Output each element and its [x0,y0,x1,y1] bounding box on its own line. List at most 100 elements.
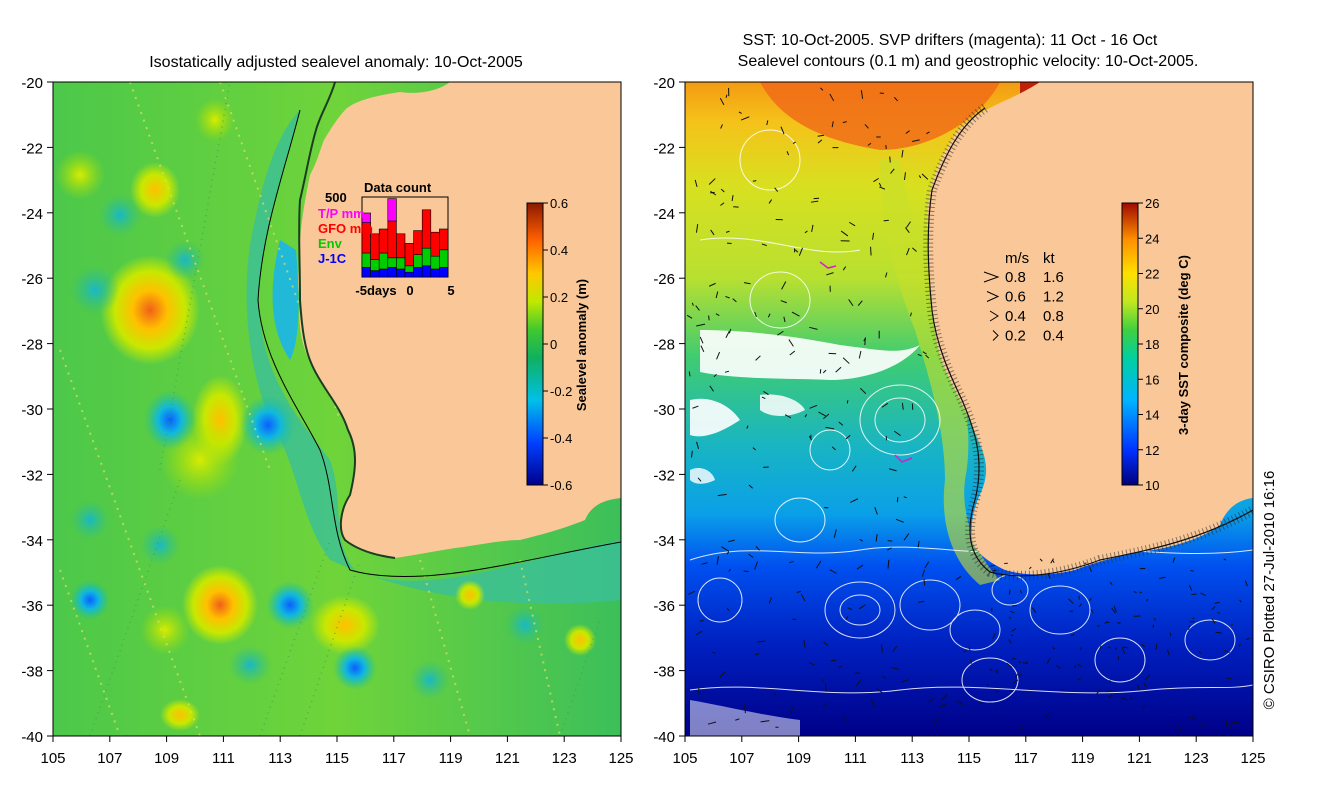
velocity-arrow [1172,557,1176,563]
right-title-line1: SST: 10-Oct-2005. SVP drifters (magenta)… [743,32,1158,49]
velocity-legend-ms: 0.4 [1005,308,1026,325]
velocity-arrow [858,604,866,610]
velocity-arrow [716,351,721,360]
velocity-arrow [1106,620,1110,624]
x-tick-label: 125 [608,750,633,767]
velocity-arrow [933,718,939,725]
x-tick-label: 119 [439,750,463,767]
velocity-arrow [1129,696,1133,700]
velocity-arrow [777,330,784,336]
coastline-right [927,107,1253,577]
velocity-arrow [829,93,835,102]
velocity-arrow [724,370,730,373]
velocity-arrow [708,315,710,321]
velocity-legend-kt: 1.2 [1043,289,1064,306]
y-tick-label: -38 [21,664,43,681]
velocity-arrow [1238,643,1241,647]
velocity-arrow [892,645,898,652]
velocity-arrow [995,708,999,711]
velocity-arrow [761,243,767,247]
velocity-arrow [1144,674,1151,681]
velocity-arrow [719,97,725,106]
velocity-arrow [881,402,889,408]
y-tick-label: -28 [653,337,675,354]
sst-warm-patch [760,82,1000,150]
velocity-arrow [780,126,785,135]
y-tick-label: -26 [653,271,675,288]
velocity-arrow [888,468,897,472]
velocity-arrow [1096,689,1101,695]
velocity-arrow [876,688,883,694]
velocity-arrow [926,131,930,135]
velocity-arrow [912,247,917,252]
velocity-arrow [709,385,714,392]
y-tick-label: -40 [21,729,43,746]
velocity-arrow [752,447,757,451]
velocity-arrow [857,300,863,306]
velocity-arrow [1152,624,1155,628]
velocity-arrow [792,141,796,145]
inset-bar-jc [378,268,389,278]
velocity-arrow [992,633,996,639]
y-tick-label: -36 [21,598,43,615]
velocity-arrow [924,561,930,569]
velocity-arrow [699,619,704,622]
velocity-arrow [831,121,834,128]
velocity-arrow [968,647,971,651]
velocity-arrow [815,560,822,569]
velocity-arrow [864,124,869,129]
inset-bar-tp [361,212,371,223]
velocity-arrow [847,607,853,610]
velocity-arrow [1050,558,1054,564]
velocity-arrow [696,323,706,327]
inset-bar-jc [439,267,449,278]
velocity-arrow [887,559,890,569]
sst-colorbar-label: 3-day SST composite (deg C) [1176,255,1191,435]
right-y-axis: -20 -22 -24 -26 -28 -30 -32 -34 -36 -38 -40 [653,75,685,746]
x-tick-label: 115 [325,750,349,767]
velocity-arrow [809,326,818,330]
velocity-arrow [1009,616,1011,620]
velocity-arrow [1039,558,1043,562]
colorbar-tick-label: -0.4 [550,431,572,446]
velocity-arrow [859,538,863,542]
velocity-arrow [699,336,704,344]
velocity-arrow [1018,661,1022,664]
inset-bar-jc [387,267,397,278]
velocity-arrow [1008,589,1011,595]
velocity-arrow [725,94,728,98]
inset-bar-env [413,254,423,268]
velocity-arrow [798,247,804,256]
velocity-arrow [726,551,730,555]
velocity-arrow [925,354,930,359]
velocity-arrow [695,630,703,636]
velocity-arrow [766,120,769,126]
velocity-arrow [755,355,761,361]
velocity-arrow [818,411,827,417]
sla-colorbar: 0.6 0.4 0.2 0 -0.2 -0.4 -0.6 Sealevel anomaly … [526,196,589,493]
velocity-arrow [781,281,787,290]
velocity-arrow [889,156,891,163]
velocity-arrow [755,546,760,551]
velocity-arrow [858,350,862,359]
y-tick-label: -24 [653,206,675,223]
velocity-arrow [842,715,849,722]
velocity-arrow [791,311,800,317]
velocity-legend: m/s kt 0.8 1.6 0.6 1.2 0.4 0.8 0.2 0.4 [983,250,1064,345]
velocity-arrow [906,247,910,256]
velocity-legend-arrow [989,310,999,322]
sla-eddies [55,98,596,731]
inset-bar-gfo [430,231,440,257]
velocity-arrow [1019,590,1023,594]
velocity-arrow [1200,724,1204,728]
velocity-legend-rows: 0.8 1.6 0.6 1.2 0.4 0.8 0.2 0.4 [983,269,1064,345]
velocity-arrow [870,699,876,708]
inset-legend-item: Env [318,236,343,251]
velocity-arrow [796,590,801,593]
y-tick-label: -34 [21,533,43,550]
velocity-arrow [1142,704,1146,709]
inset-x-tick: 0 [406,283,413,298]
velocity-arrow [1121,697,1128,701]
inset-bar-env [370,259,380,271]
velocity-arrow [1014,673,1019,678]
